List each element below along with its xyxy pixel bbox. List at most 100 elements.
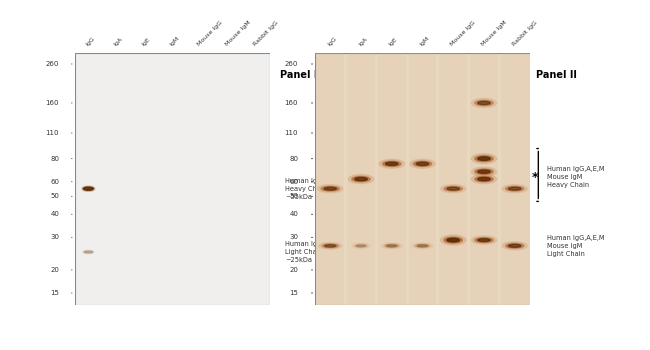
Ellipse shape xyxy=(474,155,493,162)
Ellipse shape xyxy=(352,243,370,248)
Ellipse shape xyxy=(84,251,93,253)
Ellipse shape xyxy=(354,244,368,247)
Ellipse shape xyxy=(355,177,367,181)
Text: IgA: IgA xyxy=(113,37,124,48)
Ellipse shape xyxy=(447,187,460,190)
Text: Human IgG
Light Chain
~25kDa: Human IgG Light Chain ~25kDa xyxy=(285,241,323,263)
Ellipse shape xyxy=(478,102,490,105)
Ellipse shape xyxy=(478,170,490,173)
Ellipse shape xyxy=(441,235,466,245)
Text: 50: 50 xyxy=(289,193,298,199)
Text: IgE: IgE xyxy=(388,37,398,48)
Text: Mouse IgM: Mouse IgM xyxy=(480,20,508,48)
Text: IgG: IgG xyxy=(327,36,338,48)
Text: 160: 160 xyxy=(285,100,298,106)
Text: IgM: IgM xyxy=(169,36,180,48)
Bar xyxy=(470,52,498,304)
Ellipse shape xyxy=(324,187,337,190)
Bar xyxy=(500,52,528,304)
Ellipse shape xyxy=(478,177,490,181)
Text: 50: 50 xyxy=(50,193,59,199)
Text: 20: 20 xyxy=(289,267,298,273)
Text: 60: 60 xyxy=(50,179,59,185)
Text: Human IgG,A,E,M
Mouse IgM
Heavy Chain: Human IgG,A,E,M Mouse IgM Heavy Chain xyxy=(547,167,604,189)
Text: Human IgG,A,E,M
Mouse IgM
Light Chain: Human IgG,A,E,M Mouse IgM Light Chain xyxy=(547,235,604,257)
Ellipse shape xyxy=(324,245,336,247)
Ellipse shape xyxy=(502,242,527,250)
Ellipse shape xyxy=(506,186,524,191)
Text: Rabbit IgG: Rabbit IgG xyxy=(511,21,538,48)
Ellipse shape xyxy=(478,157,490,160)
Ellipse shape xyxy=(478,239,490,241)
Ellipse shape xyxy=(444,186,463,191)
Text: 40: 40 xyxy=(50,211,59,217)
Ellipse shape xyxy=(83,250,94,254)
Ellipse shape xyxy=(415,244,430,247)
Ellipse shape xyxy=(387,245,397,247)
Ellipse shape xyxy=(348,175,374,184)
Ellipse shape xyxy=(318,243,342,249)
Text: IgE: IgE xyxy=(141,37,151,48)
Ellipse shape xyxy=(474,100,493,106)
Text: Mouse IgG: Mouse IgG xyxy=(197,21,224,48)
Text: Mouse IgG: Mouse IgG xyxy=(450,21,476,48)
Ellipse shape xyxy=(322,244,339,248)
Ellipse shape xyxy=(417,245,428,247)
Ellipse shape xyxy=(471,167,497,176)
Text: Panel II: Panel II xyxy=(536,70,577,80)
Text: 40: 40 xyxy=(289,211,298,217)
Ellipse shape xyxy=(382,161,401,167)
Text: 15: 15 xyxy=(289,290,298,296)
Ellipse shape xyxy=(356,245,365,247)
Ellipse shape xyxy=(474,238,493,243)
Ellipse shape xyxy=(82,186,95,191)
Text: 30: 30 xyxy=(50,234,59,240)
Ellipse shape xyxy=(318,184,343,193)
Ellipse shape xyxy=(83,187,94,190)
Ellipse shape xyxy=(471,236,497,244)
Ellipse shape xyxy=(379,159,404,168)
Ellipse shape xyxy=(382,243,402,249)
Ellipse shape xyxy=(441,184,466,193)
Ellipse shape xyxy=(416,162,429,166)
Text: Human IgG
Heavy Chain
~55kDa: Human IgG Heavy Chain ~55kDa xyxy=(285,178,328,200)
Text: Panel I: Panel I xyxy=(280,70,317,80)
Text: 30: 30 xyxy=(289,234,298,240)
Ellipse shape xyxy=(474,176,493,182)
Ellipse shape xyxy=(444,237,463,243)
Text: 260: 260 xyxy=(46,61,59,67)
Ellipse shape xyxy=(508,244,521,247)
Ellipse shape xyxy=(413,161,432,167)
Ellipse shape xyxy=(321,186,339,191)
Text: 80: 80 xyxy=(50,156,59,162)
Text: 80: 80 xyxy=(289,156,298,162)
Ellipse shape xyxy=(412,243,433,249)
Ellipse shape xyxy=(471,175,497,184)
Ellipse shape xyxy=(508,187,521,190)
Ellipse shape xyxy=(384,244,399,247)
Text: 110: 110 xyxy=(46,130,59,136)
Text: Rabbit IgG: Rabbit IgG xyxy=(253,21,280,48)
Bar xyxy=(347,52,375,304)
Ellipse shape xyxy=(471,154,497,163)
Text: 60: 60 xyxy=(289,179,298,185)
Text: 160: 160 xyxy=(46,100,59,106)
Text: 260: 260 xyxy=(285,61,298,67)
Ellipse shape xyxy=(506,243,524,248)
Ellipse shape xyxy=(447,238,460,242)
Ellipse shape xyxy=(410,159,435,168)
Text: *: * xyxy=(532,171,538,184)
Bar xyxy=(409,52,436,304)
Bar xyxy=(378,52,406,304)
Text: Mouse IgM: Mouse IgM xyxy=(225,20,252,48)
Bar xyxy=(439,52,467,304)
Text: 110: 110 xyxy=(285,130,298,136)
Text: 20: 20 xyxy=(50,267,59,273)
Text: IgG: IgG xyxy=(85,36,96,48)
Bar xyxy=(317,52,345,304)
Text: IgM: IgM xyxy=(419,36,430,48)
Ellipse shape xyxy=(352,176,370,182)
Ellipse shape xyxy=(471,98,497,107)
Ellipse shape xyxy=(502,184,527,193)
Text: IgA: IgA xyxy=(358,37,368,48)
